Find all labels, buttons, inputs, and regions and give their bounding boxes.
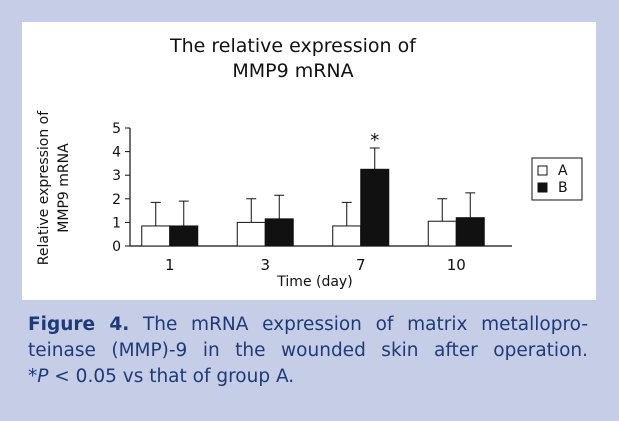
chart-panel [22,22,596,300]
chart: The relative expression of MMP9 mRNA Rel… [22,22,596,300]
figure-label: Figure 4. [28,314,130,335]
x-tick-label: 3 [260,256,270,274]
chart-title: The relative expression of [169,35,417,57]
y-axis-label: MMP9 mRNA [56,143,72,233]
error-bar [246,198,257,223]
legend-label: B [558,180,568,196]
error-bar [465,192,476,218]
annotation: * [370,130,379,151]
chart-title: MMP9 mRNA [232,60,353,82]
bar [264,218,294,247]
x-tick-label: 7 [356,256,366,274]
y-tick-label: 2 [112,192,121,208]
error-bar [274,194,285,219]
y-tick-label: 1 [112,215,121,231]
note-text: < 0.05 vs that of group A. [48,366,295,387]
legend-label: A [558,163,568,179]
caption-text: The mRNA expression of matrix metallopro… [142,314,589,335]
y-axis-label: Relative expression of [36,110,52,265]
x-tick-label: 1 [165,256,175,274]
legend-swatch [537,182,548,193]
y-tick-label: 5 [112,121,121,137]
bar [360,168,390,247]
note-p: P [37,366,49,387]
error-bar [150,201,161,226]
legend-swatch [537,165,548,176]
x-axis-label: Time (day) [276,274,352,290]
x-tick-label: 10 [447,256,466,274]
legend-box [531,157,583,201]
bar [141,225,171,247]
error-bar [437,198,448,222]
caption-note: *P < 0.05 vs that of group A. [28,364,588,390]
bar [236,221,266,247]
bar [427,220,457,247]
bar [332,225,362,247]
error-bar [178,200,189,226]
bar [169,225,199,247]
note-star: * [28,366,38,387]
error-bar [369,147,380,170]
y-tick-label: 4 [112,145,121,161]
y-tick-label: 0 [112,239,121,255]
caption: Figure 4. The mRNA expression of matrix … [28,312,588,390]
bar [455,217,485,247]
y-tick-label: 3 [112,168,121,184]
error-bar [341,201,352,226]
caption-line: Figure 4. The mRNA expression of matrix … [28,312,588,338]
caption-line: teinase (MMP)-9 in the wounded skin afte… [28,340,588,361]
